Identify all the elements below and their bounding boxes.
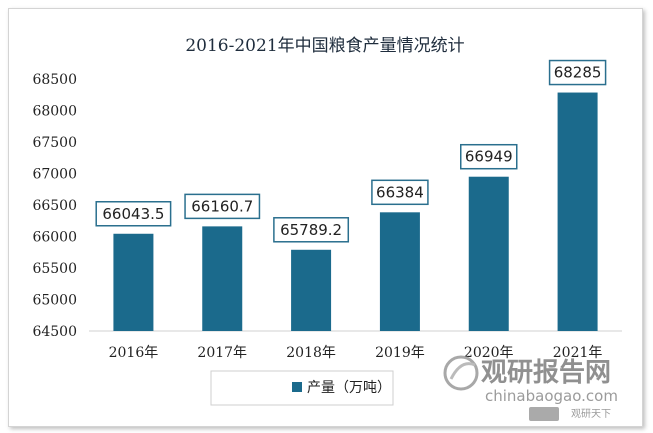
y-tick-label: 65000 (32, 293, 77, 309)
y-tick-label: 68500 (32, 72, 77, 88)
y-tick-label: 66500 (32, 198, 77, 214)
legend-label: 产量（万吨） (307, 380, 391, 396)
x-tick-label: 2021年 (553, 345, 603, 361)
data-labels: 66043.5 66160.7 65789.2 66384 66949 68285 (95, 59, 607, 243)
data-label-box (460, 143, 518, 170)
y-tick-label: 66000 (32, 230, 77, 246)
data-label-text: 66160.7 (191, 197, 253, 215)
x-tick-label: 2019年 (375, 345, 425, 361)
bars (113, 92, 598, 331)
y-tick-label: 68000 (32, 104, 77, 120)
data-label: 66043.5 (95, 201, 172, 227)
bar (202, 226, 243, 331)
data-label-box (548, 59, 607, 86)
bar-chart: 2016-2021年中国粮食产量情况统计 64500 65000 65500 6600… (32, 36, 622, 421)
data-label: 66160.7 (184, 193, 261, 220)
data-label: 66949 (460, 143, 518, 170)
x-tick-label: 2016年 (109, 345, 159, 361)
bar (291, 249, 332, 331)
chart-title: 2016-2021年中国粮食产量情况统计 (185, 36, 464, 56)
watermark-badge-icon (529, 407, 559, 421)
x-tick-label: 2018年 (286, 345, 336, 361)
data-label-box (371, 179, 429, 206)
y-tick-label: 67000 (32, 167, 77, 183)
data-label: 66384 (371, 179, 429, 206)
legend-swatch (292, 382, 302, 392)
chart-frame: 2016-2021年中国粮食产量情况统计 64500 65000 65500 6600… (8, 8, 643, 427)
data-label-box (95, 201, 172, 227)
bar (379, 212, 420, 331)
data-label-text: 66384 (376, 183, 424, 201)
legend: 产量（万吨） (210, 370, 394, 406)
data-label-text: 66043.5 (102, 205, 164, 223)
data-label-text: 65789.2 (280, 221, 342, 239)
watermark-title: 观研报告网 (481, 357, 611, 388)
y-axis: 64500 65000 65500 66000 66500 67000 67500 68000… (32, 72, 77, 340)
watermark-small: 观研天下 (571, 408, 611, 420)
y-tick-label: 64500 (32, 324, 77, 340)
x-tick-label: 2020年 (464, 345, 514, 361)
watermark-logo-icon (443, 355, 479, 391)
x-axis: 2016年 2017年 2018年 2019年 2020年 2021年 (109, 345, 603, 361)
data-label-text: 66949 (465, 148, 513, 166)
y-tick-label: 65500 (32, 261, 77, 277)
bar (113, 233, 154, 331)
watermark: 观研报告网 chinabaogao.com 观研天下 (443, 355, 618, 421)
bar (557, 92, 598, 331)
watermark-subtitle: chinabaogao.com (485, 387, 618, 405)
data-label-box (273, 217, 350, 243)
data-label: 68285 (548, 59, 607, 86)
data-label: 65789.2 (273, 217, 350, 243)
x-tick-label: 2017年 (197, 345, 247, 361)
y-tick-label: 67500 (32, 135, 77, 151)
data-label-text: 68285 (554, 64, 602, 82)
bar (468, 176, 509, 331)
data-label-box (184, 193, 261, 220)
